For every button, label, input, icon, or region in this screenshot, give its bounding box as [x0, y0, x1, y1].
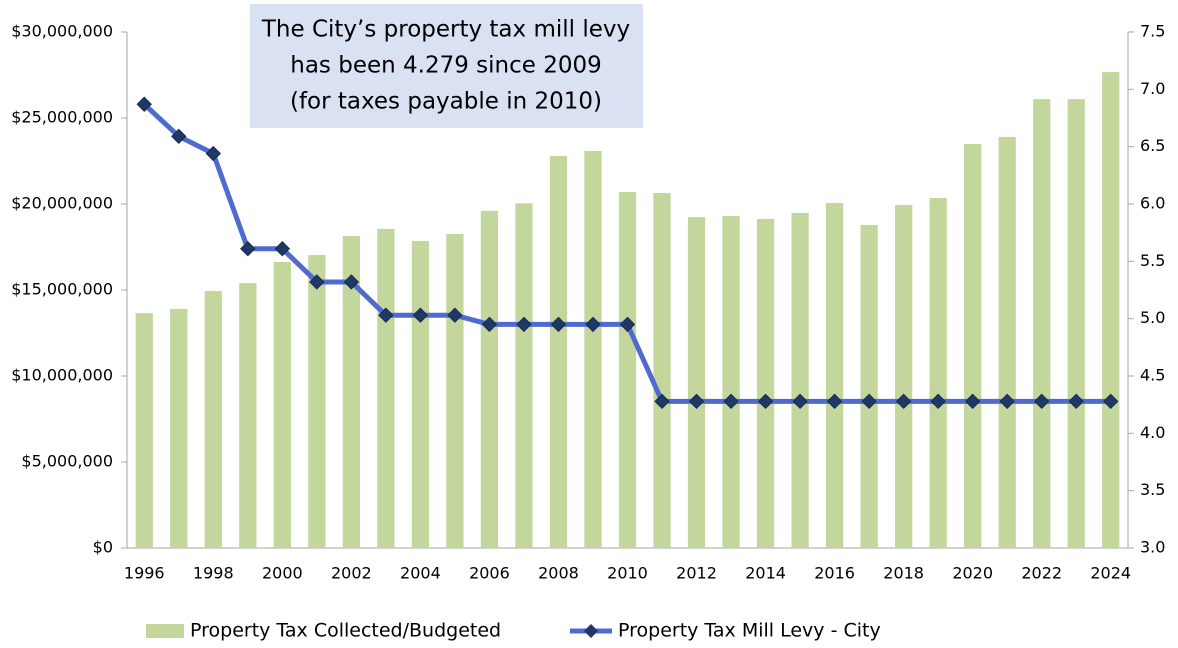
- bar: [411, 240, 430, 549]
- bar: [480, 210, 499, 548]
- marker: [861, 393, 877, 410]
- bar: [860, 224, 878, 548]
- y2-tick-label: 6.0: [1140, 194, 1165, 213]
- legend-swatch: [146, 624, 184, 638]
- y2-tick-label: 3.0: [1140, 538, 1165, 557]
- bar: [618, 191, 637, 548]
- bar: [308, 255, 326, 549]
- x-tick-label: 2000: [262, 564, 303, 583]
- bar: [273, 261, 291, 548]
- y-tick-label: $5,000,000: [21, 452, 113, 471]
- y-tick-label: $15,000,000: [11, 280, 113, 299]
- marker: [378, 307, 394, 323]
- x-tick-label: 2014: [745, 564, 786, 583]
- bar: [135, 313, 153, 548]
- marker: [930, 393, 946, 410]
- bar: [929, 197, 947, 549]
- x-tick-label: 2022: [1021, 564, 1062, 583]
- marker: [516, 316, 532, 333]
- x-tick-label: 2020: [952, 564, 993, 583]
- marker: [1068, 393, 1084, 410]
- x-tick-label: 2010: [607, 564, 648, 583]
- x-tick-label: 2016: [814, 564, 855, 583]
- bar: [170, 308, 188, 548]
- marker: [412, 307, 429, 323]
- annotation: (for taxes payable in 2010): [290, 89, 602, 115]
- x-tick-label: 1996: [124, 564, 165, 583]
- y2-tick-label: 4.5: [1140, 366, 1165, 385]
- marker: [826, 393, 843, 410]
- marker: [999, 393, 1015, 410]
- marker: [585, 316, 601, 333]
- y-tick-label: $0: [93, 538, 113, 557]
- y-tick-label: $20,000,000: [11, 194, 113, 213]
- marker: [343, 274, 360, 290]
- marker: [895, 393, 912, 410]
- x-tick-label: 2004: [400, 564, 441, 583]
- bar: [446, 233, 464, 549]
- x-tick-label: 2018: [883, 564, 924, 583]
- marker: [1103, 393, 1119, 410]
- bar: [687, 217, 706, 548]
- y2-tick-label: 3.5: [1140, 480, 1165, 499]
- bar: [377, 228, 395, 548]
- bar: [825, 202, 844, 548]
- bar: [584, 151, 602, 549]
- y2-tick-label: 5.0: [1140, 308, 1165, 327]
- x-tick-label: 2002: [331, 564, 372, 583]
- bar: [1067, 99, 1085, 548]
- x-tick-label: 2012: [676, 564, 717, 583]
- bar: [204, 291, 222, 548]
- y2-tick-label: 7.0: [1140, 79, 1165, 98]
- x-tick-label: 2006: [469, 564, 510, 583]
- marker: [757, 393, 774, 410]
- marker: [723, 393, 739, 410]
- y2-tick-label: 4.0: [1140, 423, 1165, 442]
- marker: [688, 393, 705, 410]
- y2-tick-label: 7.5: [1140, 22, 1165, 41]
- bar: [515, 203, 533, 548]
- x-tick-label: 2008: [538, 564, 579, 583]
- marker: [309, 274, 325, 290]
- marker: [964, 393, 981, 410]
- annotation: The City’s property tax mill levy: [261, 17, 630, 43]
- bar: [1033, 99, 1051, 548]
- marker: [205, 145, 222, 162]
- x-tick-label: 2024: [1090, 564, 1131, 583]
- bar: [964, 143, 982, 549]
- marker: [171, 128, 187, 145]
- bar: [239, 283, 257, 548]
- bar: [998, 136, 1016, 549]
- bar: [1102, 72, 1120, 549]
- marker: [240, 241, 256, 257]
- bar: [653, 192, 671, 548]
- marker: [481, 316, 498, 333]
- annotation-box: [250, 4, 643, 128]
- y-tick-label: $25,000,000: [11, 108, 113, 127]
- bar: [895, 205, 913, 549]
- bar: [756, 218, 775, 549]
- marker: [274, 241, 291, 257]
- marker: [550, 316, 567, 333]
- y2-tick-label: 5.5: [1140, 251, 1165, 270]
- legend-label: Property Tax Collected/Budgeted: [190, 620, 501, 642]
- bar: [791, 212, 809, 548]
- marker: [136, 96, 152, 112]
- legend-label: Property Tax Mill Levy - City: [618, 620, 881, 642]
- marker: [619, 316, 636, 333]
- marker: [792, 393, 808, 410]
- annotation: has been 4.279 since 2009: [290, 53, 602, 79]
- bar: [342, 235, 360, 548]
- marker: [1034, 393, 1050, 410]
- y-tick-label: $30,000,000: [11, 22, 113, 41]
- marker: [447, 307, 463, 323]
- x-tick-label: 1998: [193, 564, 234, 583]
- marker: [654, 393, 670, 410]
- y-tick-label: $10,000,000: [11, 366, 113, 385]
- y2-tick-label: 6.5: [1140, 136, 1165, 155]
- bar: [722, 216, 740, 549]
- bar: [549, 156, 568, 548]
- legend-swatch: [584, 624, 598, 638]
